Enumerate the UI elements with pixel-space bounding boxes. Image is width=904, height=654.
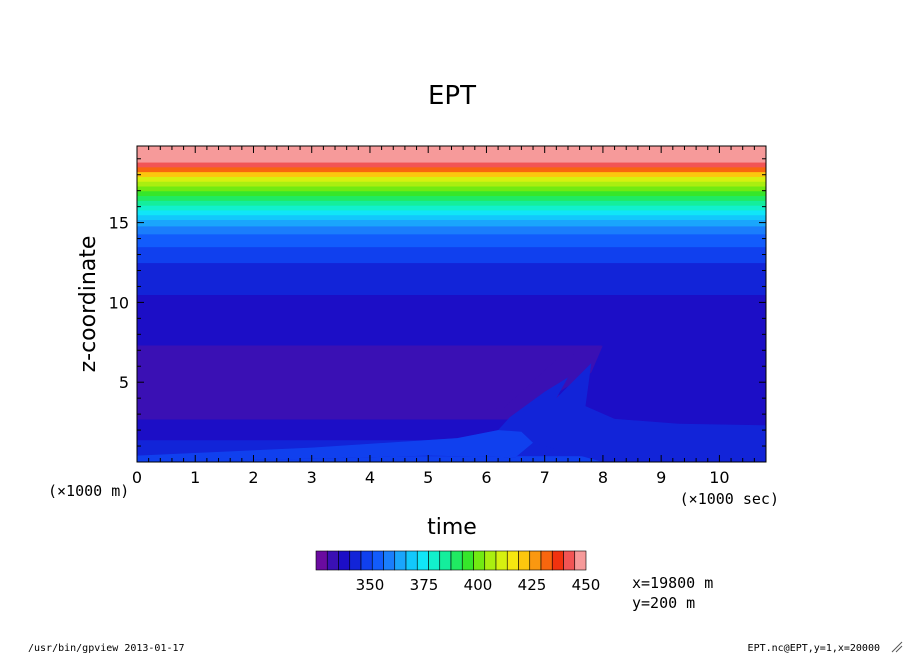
x-axis-unit: (×1000 sec) xyxy=(680,490,779,508)
colorbar-swatch xyxy=(360,550,373,571)
contour-band-6 xyxy=(137,246,766,264)
footer-right: EPT.nc@EPT,y=1,x=20000 xyxy=(748,643,880,654)
annotation-y: y=200 m xyxy=(632,594,695,612)
x-tick-label: 8 xyxy=(598,468,608,487)
contour-band-23 xyxy=(137,146,766,158)
x-tick-label: 2 xyxy=(248,468,258,487)
y-axis-label: z-coordinate xyxy=(76,236,101,373)
colorbar-swatch xyxy=(383,550,396,571)
colorbar-swatch xyxy=(450,550,463,571)
contour-band-18 xyxy=(137,176,766,182)
contour-band-20 xyxy=(137,166,766,173)
contour-band-8 xyxy=(137,225,766,235)
chart-title: EPT xyxy=(428,81,476,111)
colorbar-swatch xyxy=(518,550,531,571)
contour-band-9 xyxy=(137,219,766,227)
colorbar: 350 375 400 425 450 xyxy=(315,550,601,594)
colorbar-swatch xyxy=(416,550,429,571)
footer-left: /usr/bin/gpview 2013-01-17 xyxy=(28,643,185,654)
contour-band-14 xyxy=(137,195,766,201)
colorbar-swatch xyxy=(326,550,339,571)
colorbar-swatch xyxy=(551,550,564,571)
x-tick-label: 1 xyxy=(190,468,200,487)
colorbar-swatch xyxy=(574,550,587,571)
y-tick-label: 15 xyxy=(109,214,129,233)
x-tick-label: 4 xyxy=(365,468,375,487)
colorbar-swatch xyxy=(473,550,486,571)
x-tick-label: 9 xyxy=(656,468,666,487)
colorbar-swatch xyxy=(506,550,519,571)
colorbar-tick-label: 450 xyxy=(572,576,601,594)
resize-grip-icon[interactable] xyxy=(891,641,903,653)
contour-band-21 xyxy=(137,161,766,168)
contour-band-16 xyxy=(137,185,766,192)
plot-area xyxy=(137,146,766,462)
contour-region-3 xyxy=(137,345,603,419)
colorbar-swatch xyxy=(529,550,542,571)
x-tick-label: 0 xyxy=(132,468,142,487)
colorbar-swatch xyxy=(428,550,441,571)
colorbar-swatch xyxy=(394,550,407,571)
colorbar-swatch xyxy=(495,550,508,571)
colorbar-swatch xyxy=(563,550,576,571)
contour-band-11 xyxy=(137,209,766,216)
contour-band-22 xyxy=(137,157,766,163)
contour-band-7 xyxy=(137,233,766,248)
colorbar-swatch xyxy=(439,550,452,571)
y-tick-label: 5 xyxy=(119,373,129,392)
x-axis-label: time xyxy=(427,515,477,540)
colorbar-swatch xyxy=(315,550,328,571)
contour-region-0 xyxy=(556,345,766,426)
contour-band-4 xyxy=(137,294,766,347)
contour-band-12 xyxy=(137,205,766,211)
contour-region-1 xyxy=(137,363,766,462)
colorbar-tick-label: 375 xyxy=(410,576,439,594)
x-tick-label: 3 xyxy=(307,468,317,487)
colorbar-swatch xyxy=(461,550,474,571)
annotation-x: x=19800 m xyxy=(632,574,713,592)
colorbar-tick-label: 400 xyxy=(464,576,493,594)
y-axis-unit: (×1000 m) xyxy=(48,482,129,500)
y-tick-label: 10 xyxy=(109,293,129,312)
colorbar-swatch xyxy=(349,550,362,571)
contour-band-5 xyxy=(137,262,766,296)
colorbar-swatch xyxy=(338,550,351,571)
contour-band-10 xyxy=(137,214,766,221)
x-tick-label: 5 xyxy=(423,468,433,487)
contour-band-19 xyxy=(137,171,766,177)
colorbar-swatch xyxy=(371,550,384,571)
colorbar-swatch xyxy=(484,550,497,571)
colorbar-tick-label: 425 xyxy=(518,576,547,594)
colorbar-swatch xyxy=(405,550,418,571)
contour-band-17 xyxy=(137,181,766,187)
contour-region-2 xyxy=(137,430,533,462)
x-tick-label: 7 xyxy=(540,468,550,487)
x-tick-label: 10 xyxy=(709,468,729,487)
contour-band-13 xyxy=(137,200,766,206)
colorbar-tick-label: 350 xyxy=(356,576,385,594)
x-tick-label: 6 xyxy=(481,468,491,487)
colorbar-swatch xyxy=(540,550,553,571)
contour-band-15 xyxy=(137,190,766,197)
axis-ticks: 0 1 2 3 4 5 6 7 8 9 10 5 10 15 xyxy=(109,146,767,487)
